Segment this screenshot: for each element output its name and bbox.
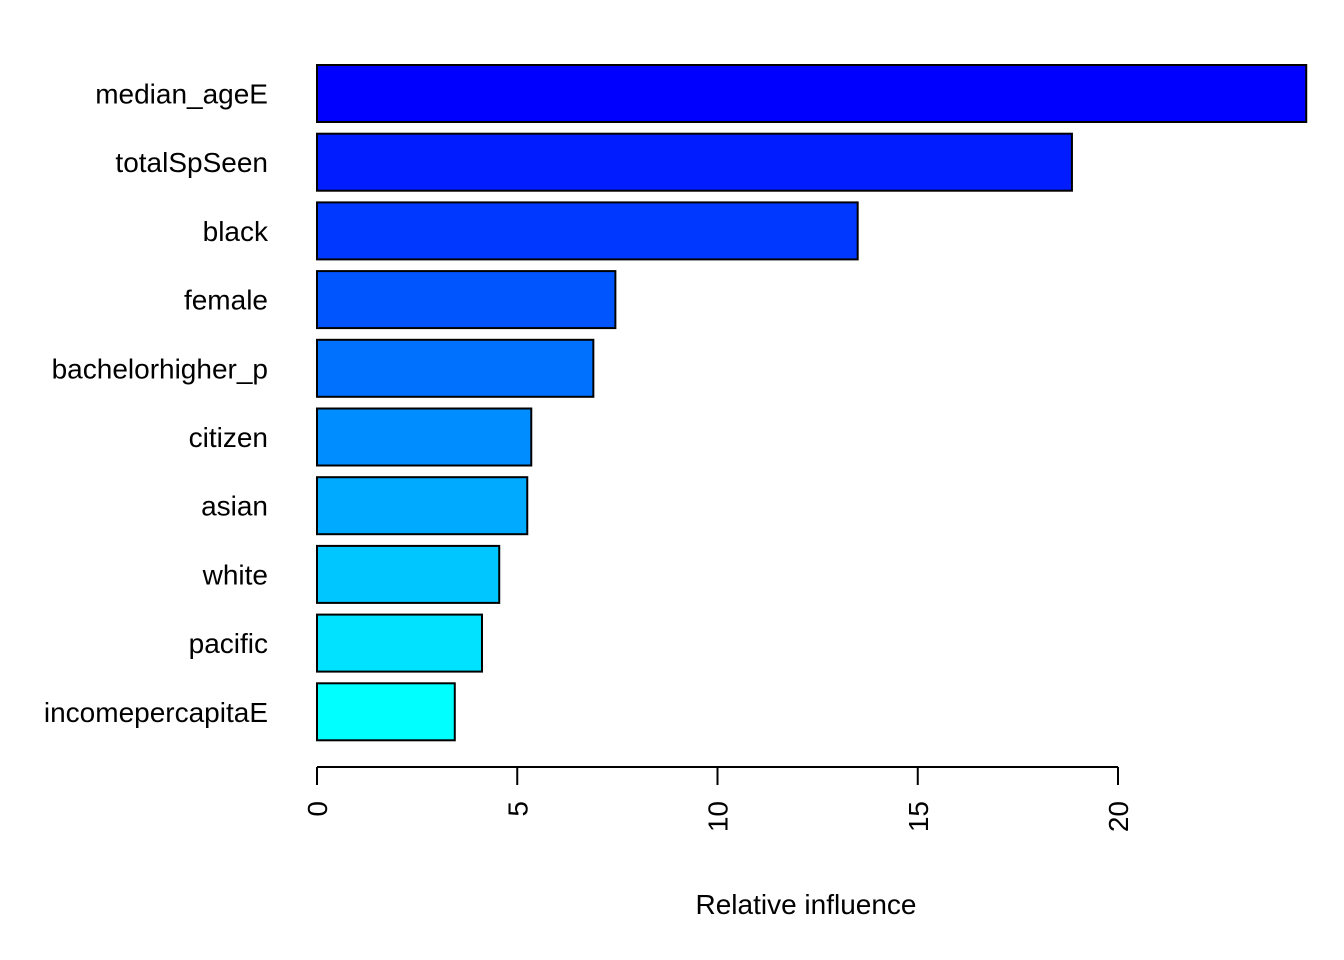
x-tick-label-5: 5 (502, 801, 533, 817)
category-labels: median_ageE totalSpSeen black female bachelo… (44, 79, 269, 728)
category-label-white: white (202, 559, 268, 590)
category-label-median_ageE: median_ageE (95, 79, 268, 110)
category-label-female: female (184, 285, 268, 316)
bar-median_ageE (316, 64, 1308, 123)
category-label-citizen: citizen (189, 422, 268, 453)
bar-white (316, 544, 501, 604)
category-label-pacific: pacific (189, 628, 268, 659)
bars-group (316, 64, 1308, 742)
bar-black (316, 201, 859, 261)
bar-asian (316, 476, 529, 536)
bar-pacific (316, 613, 484, 673)
category-label-totalSpSeen: totalSpSeen (115, 147, 268, 178)
x-axis-label: Relative influence (695, 889, 916, 920)
bar-bachelorhigher_p (316, 338, 595, 398)
x-axis: 0 5 10 15 20 (302, 766, 1134, 832)
bar-female (316, 270, 617, 330)
bar-totalSpSeen (316, 132, 1073, 192)
bar-incomepercapitaE (316, 682, 456, 742)
x-tick-label-0: 0 (302, 801, 333, 817)
bar-citizen (316, 407, 533, 467)
x-tick-label-10: 10 (703, 801, 734, 832)
category-label-bachelorhigher_p: bachelorhigher_p (52, 353, 268, 384)
x-tick-label-20: 20 (1103, 801, 1134, 832)
category-label-asian: asian (201, 491, 268, 522)
x-tick-label-15: 15 (903, 801, 934, 832)
category-label-black: black (203, 216, 269, 247)
category-label-incomepercapitaE: incomepercapitaE (44, 697, 268, 728)
